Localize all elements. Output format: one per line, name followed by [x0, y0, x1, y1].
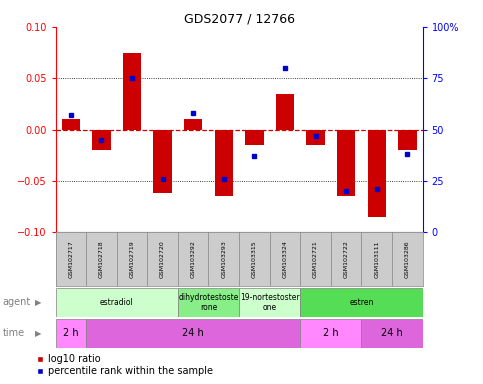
Text: GSM103315: GSM103315 [252, 240, 257, 278]
Bar [276, 94, 294, 130]
Text: GSM103111: GSM103111 [374, 240, 379, 278]
Text: estradiol: estradiol [100, 298, 134, 307]
Bar [86, 319, 300, 348]
Bar [337, 130, 355, 196]
Bar [62, 119, 80, 130]
Text: GSM102720: GSM102720 [160, 240, 165, 278]
Bar [184, 119, 202, 130]
Bar [300, 319, 361, 348]
Bar [239, 288, 300, 317]
Text: estren: estren [349, 298, 374, 307]
Bar [300, 288, 423, 317]
Text: 24 h: 24 h [381, 328, 403, 338]
Text: time: time [2, 328, 25, 338]
Bar [56, 319, 86, 348]
Bar [178, 288, 239, 317]
Bar [123, 53, 141, 130]
Text: GSM103324: GSM103324 [283, 240, 287, 278]
Text: GSM102717: GSM102717 [68, 240, 73, 278]
Bar [361, 319, 423, 348]
Text: ▶: ▶ [35, 329, 42, 338]
Text: GSM103286: GSM103286 [405, 240, 410, 278]
Text: GSM102719: GSM102719 [129, 240, 135, 278]
Text: GSM102718: GSM102718 [99, 240, 104, 278]
Text: GSM103293: GSM103293 [221, 240, 227, 278]
Bar [306, 130, 325, 145]
Text: 2 h: 2 h [323, 328, 339, 338]
Text: GSM102722: GSM102722 [343, 240, 349, 278]
Bar [214, 130, 233, 196]
Text: GSM103292: GSM103292 [191, 240, 196, 278]
Text: ▶: ▶ [35, 298, 42, 307]
Text: 24 h: 24 h [182, 328, 204, 338]
Title: GDS2077 / 12766: GDS2077 / 12766 [184, 13, 295, 26]
Text: agent: agent [2, 297, 30, 308]
Bar [92, 130, 111, 150]
Bar [398, 130, 416, 150]
Text: 2 h: 2 h [63, 328, 79, 338]
Bar [154, 130, 172, 193]
Bar [368, 130, 386, 217]
Text: dihydrotestoste
rone: dihydrotestoste rone [178, 293, 239, 312]
Text: GSM102721: GSM102721 [313, 240, 318, 278]
Legend: log10 ratio, percentile rank within the sample: log10 ratio, percentile rank within the … [36, 354, 213, 376]
Bar [56, 288, 178, 317]
Text: 19-nortestoster
one: 19-nortestoster one [240, 293, 299, 312]
Bar [245, 130, 264, 145]
